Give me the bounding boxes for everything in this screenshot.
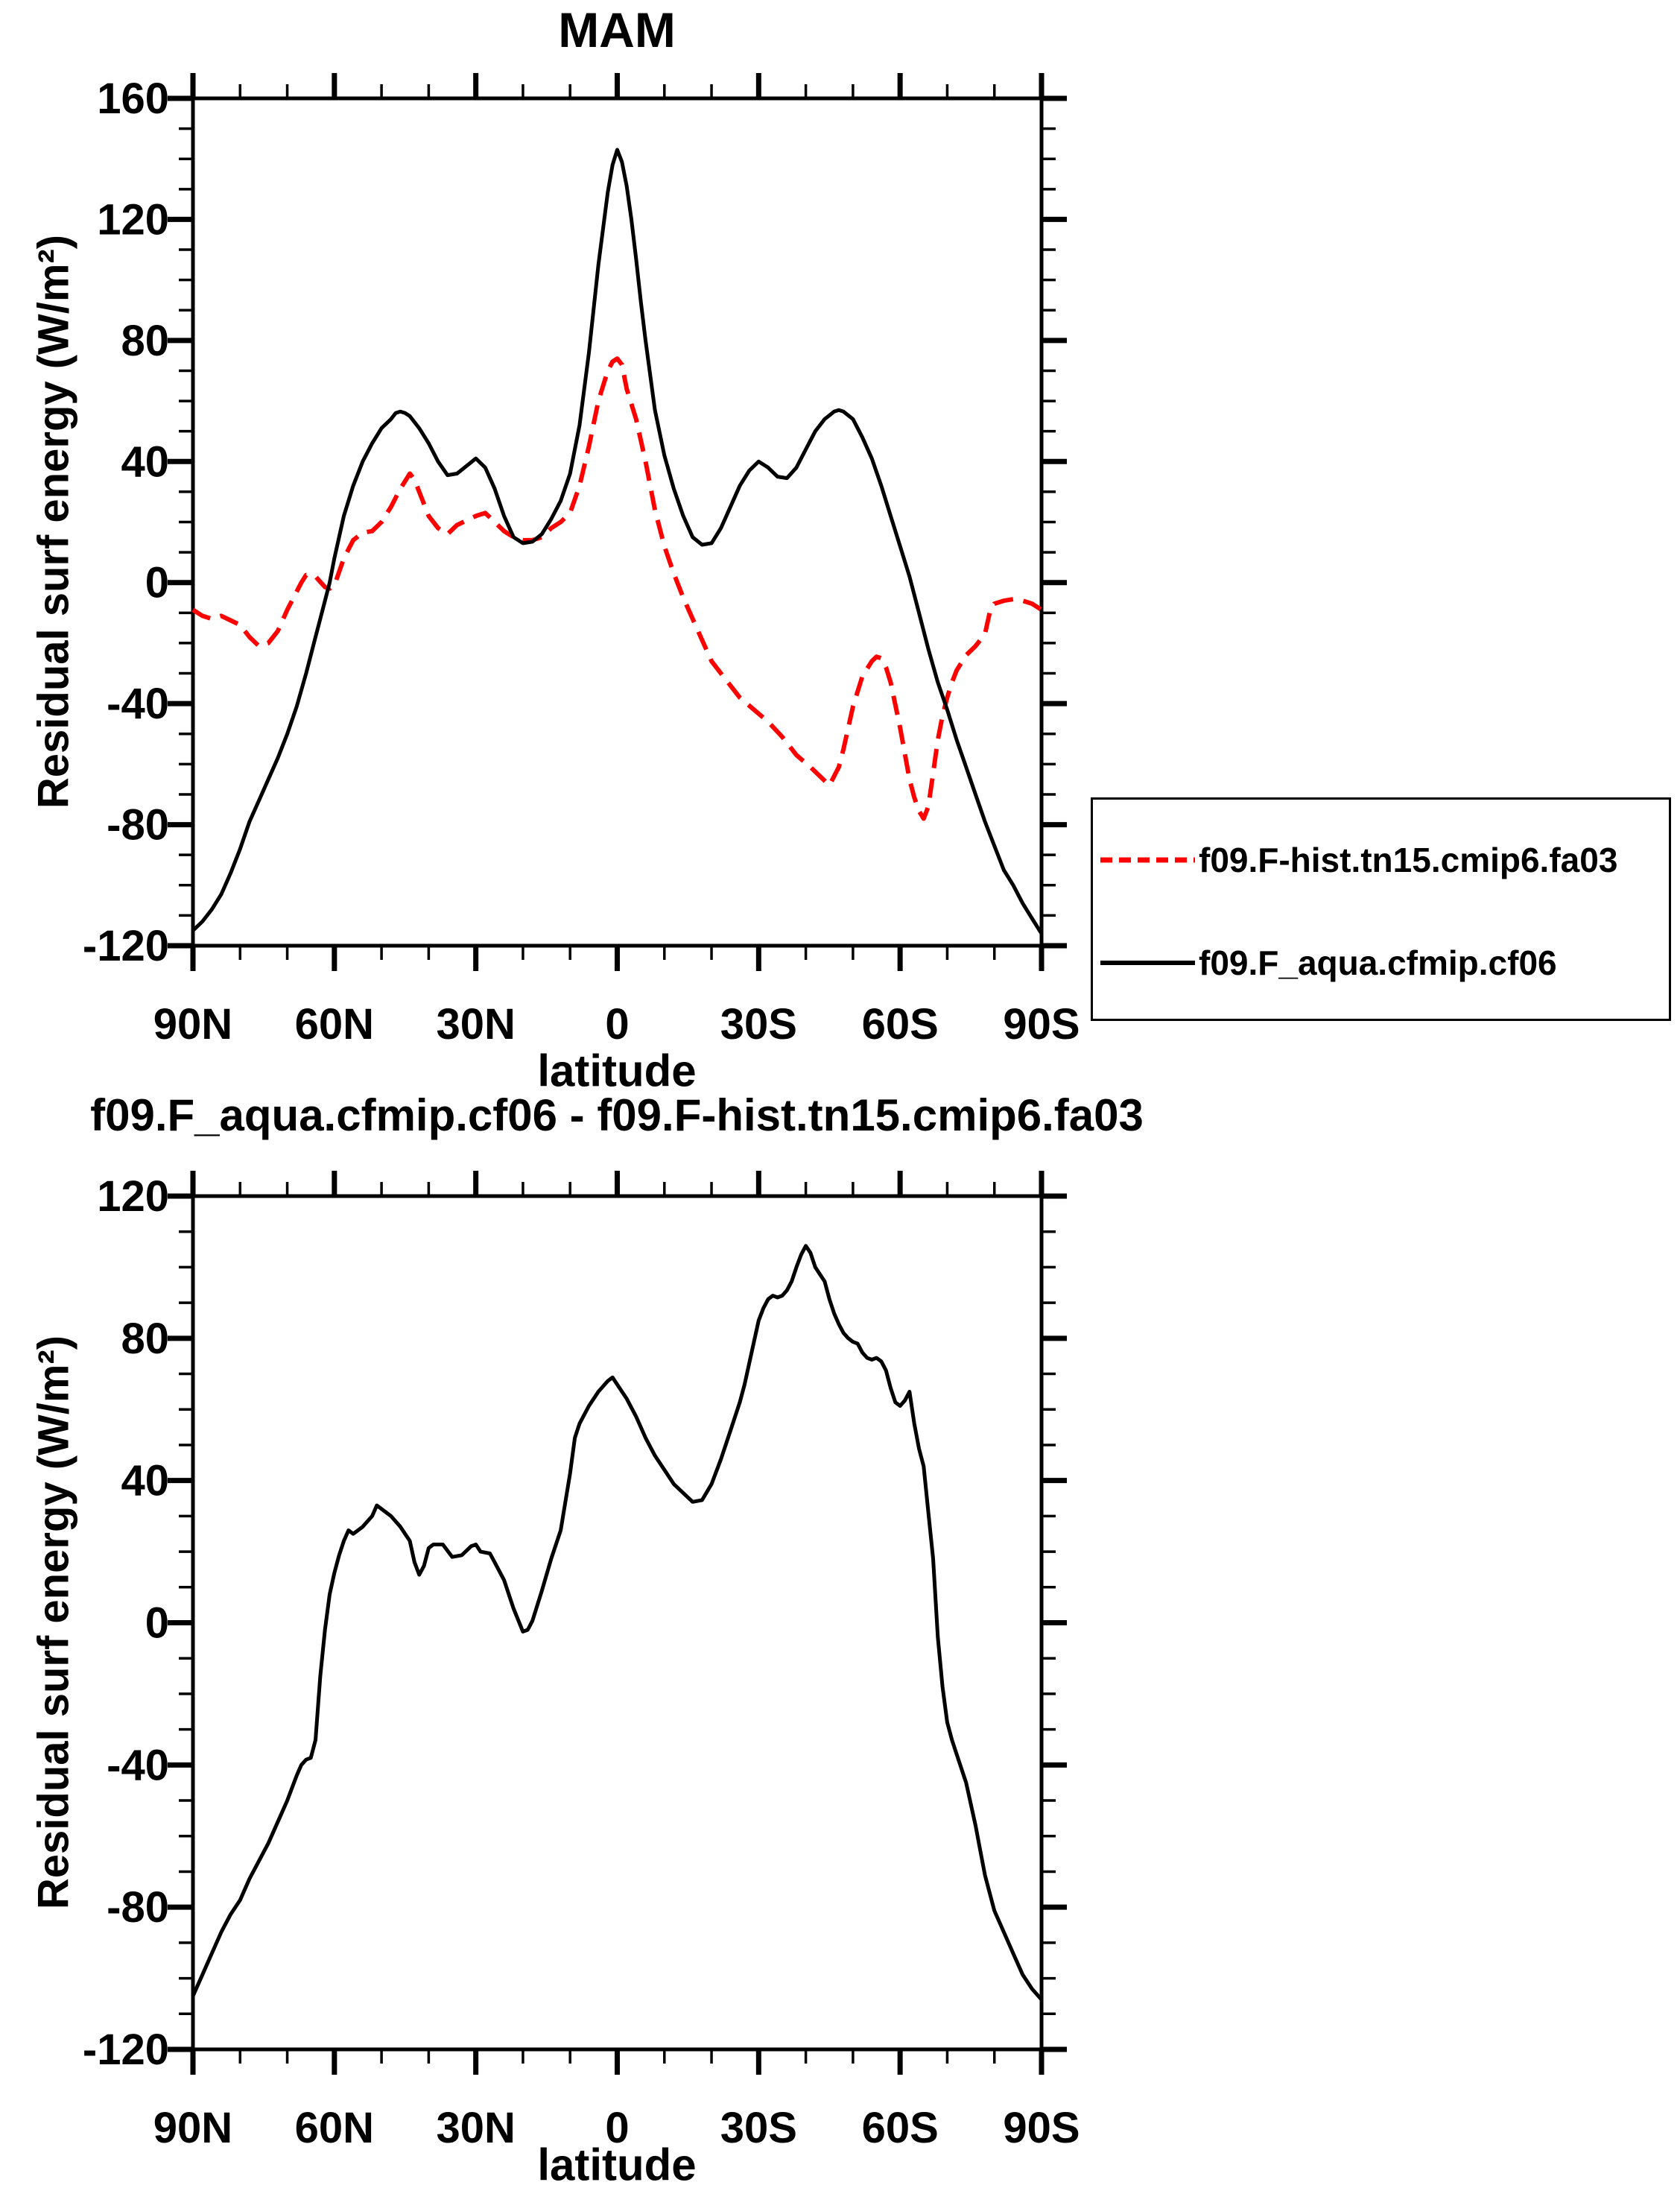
y-tick-label: 40 — [121, 1457, 169, 1505]
y-tick-label: 160 — [97, 75, 169, 123]
x-tick-label: 0 — [605, 2104, 629, 2152]
x-tick-label: 90S — [1003, 1000, 1080, 1049]
y-tick-label: 120 — [97, 1172, 169, 1221]
plot-frame — [191, 96, 1044, 948]
y-tick-label: -80 — [107, 801, 169, 850]
y-tick-label: -40 — [107, 680, 169, 728]
legend-item-aqua: f09.F_aqua.cfmip.cf06 — [1100, 943, 1557, 983]
x-tick-label: 30N — [436, 2104, 515, 2152]
x-tick-label: 0 — [605, 1000, 629, 1049]
plot-frame — [191, 1194, 1044, 2052]
bottom-x-axis-label: latitude — [537, 2140, 697, 2188]
x-tick-label: 60N — [295, 1000, 374, 1049]
x-tick-label: 60S — [862, 1000, 939, 1049]
legend: f09.F-hist.tn15.cmip6.fa03 f09.F_aqua.cf… — [1091, 797, 1671, 1021]
legend-dashed-line-icon — [1100, 857, 1195, 863]
legend-label-hist: f09.F-hist.tn15.cmip6.fa03 — [1199, 841, 1618, 879]
bottom-panel-title: f09.F_aqua.cfmip.cf06 - f09.F-hist.tn15.… — [90, 1090, 1144, 1140]
x-tick-label: 90N — [153, 1000, 232, 1049]
x-tick-label: 90S — [1003, 2104, 1080, 2152]
series-line-solid — [191, 1244, 1043, 2001]
y-tick-label: -120 — [83, 922, 169, 970]
top-panel-title: MAM — [558, 2, 676, 57]
y-tick-label: 120 — [97, 195, 169, 244]
top-panel: 160 120 80 40 0 -40 -80 -120 90N 60N 30N 0 30S 60S 90S — [83, 73, 1080, 1049]
x-tick-label: 30S — [720, 2104, 797, 2152]
bottom-panel: 120 80 40 0 -40 -80 -120 90N 60N 30N 0 30S 60S 90S — [83, 1171, 1080, 2152]
y-tick-label: -80 — [107, 1883, 169, 1932]
y-tick-label: -40 — [107, 1741, 169, 1789]
y-tick-label: 40 — [121, 437, 169, 486]
legend-item-hist: f09.F-hist.tn15.cmip6.fa03 — [1100, 840, 1617, 880]
x-tick-label: 30N — [436, 1000, 515, 1049]
x-tick-label: 60S — [862, 2104, 939, 2152]
legend-solid-line-icon — [1100, 961, 1195, 965]
y-tick-label: 80 — [121, 317, 169, 365]
y-tick-label: 80 — [121, 1315, 169, 1363]
y-tick-label: 0 — [145, 559, 169, 607]
top-x-axis-label: latitude — [537, 1046, 697, 1096]
x-tick-label: 30S — [720, 1000, 797, 1049]
y-tick-label: -120 — [83, 2026, 169, 2074]
series-line-solid — [191, 148, 1044, 935]
y-tick-label: 0 — [145, 1599, 169, 1648]
x-tick-label: 60N — [295, 2104, 374, 2152]
series-line-dashed — [191, 356, 1043, 821]
legend-label-aqua: f09.F_aqua.cfmip.cf06 — [1199, 943, 1557, 982]
x-tick-label: 90N — [153, 2104, 232, 2152]
